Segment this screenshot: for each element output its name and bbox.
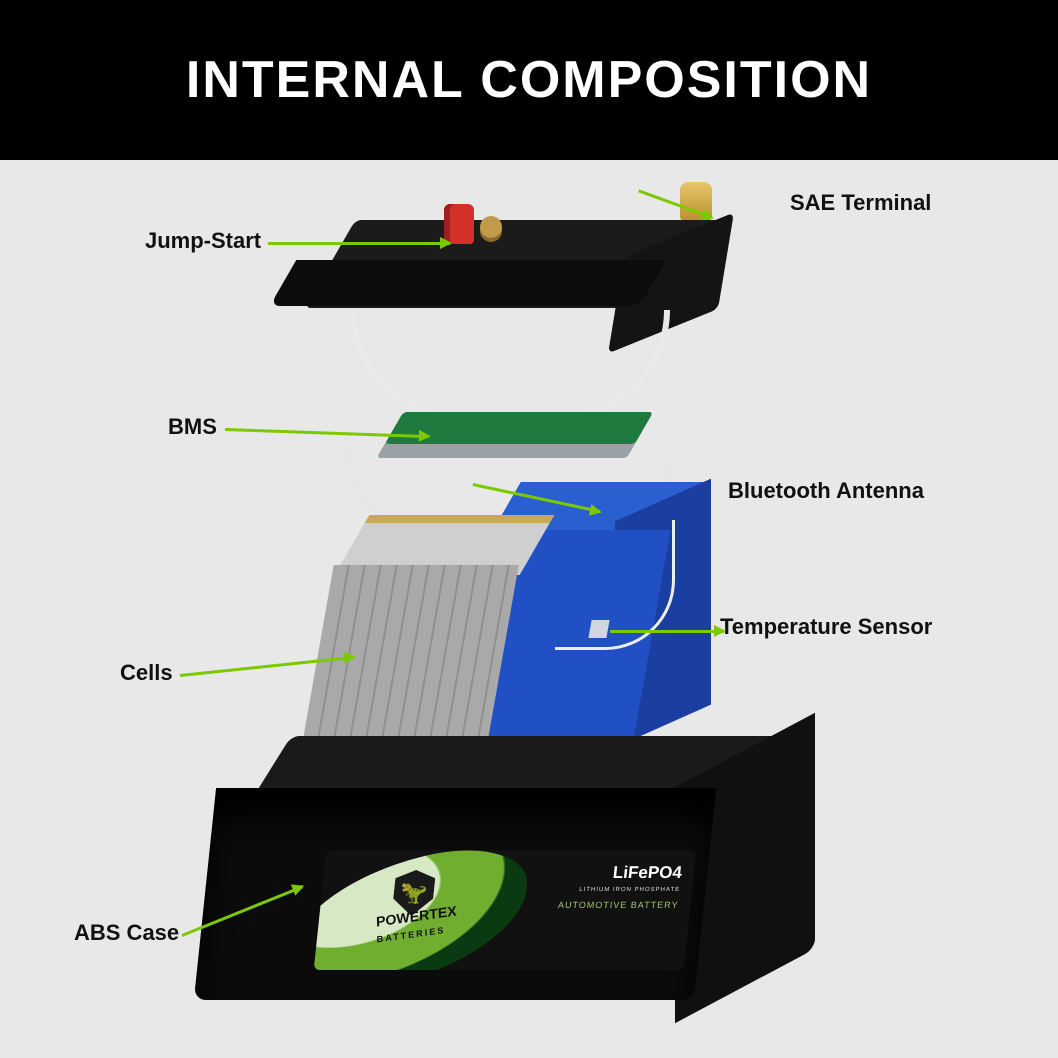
temperature-sensor-dot	[588, 620, 609, 638]
callout-line-jump-start	[268, 242, 450, 245]
jump-start-post	[480, 216, 502, 238]
label-chem-sub: LITHIUM IRON PHOSPHATE	[559, 886, 680, 895]
callout-label-jump-start: Jump-Start	[145, 228, 261, 254]
wire-loom-upper	[350, 310, 670, 420]
callout-label-bluetooth-antenna: Bluetooth Antenna	[728, 478, 924, 504]
callout-line-temperature-sensor	[610, 630, 724, 633]
lid-front-face	[270, 260, 667, 306]
case-label-sticker: 🦖 POWERTEX BATTERIES LiFePO4 LITHIUM IRO…	[314, 850, 697, 970]
page-title: INTERNAL COMPOSITION	[186, 50, 872, 110]
label-product: AUTOMOTIVE BATTERY	[557, 899, 679, 913]
callout-label-sae-terminal: SAE Terminal	[790, 190, 931, 216]
label-chemistry: LiFePO4	[560, 860, 683, 886]
callout-label-bms: BMS	[168, 414, 217, 440]
label-spec-block: LiFePO4 LITHIUM IRON PHOSPHATE AUTOMOTIV…	[557, 860, 683, 912]
callout-label-temperature-sensor: Temperature Sensor	[720, 614, 932, 640]
diagram-stage: 🦖 POWERTEX BATTERIES LiFePO4 LITHIUM IRO…	[0, 160, 1058, 1058]
header-bar: INTERNAL COMPOSITION	[0, 0, 1058, 160]
callout-label-abs-case: ABS Case	[74, 920, 179, 946]
callout-label-cells: Cells	[120, 660, 173, 686]
